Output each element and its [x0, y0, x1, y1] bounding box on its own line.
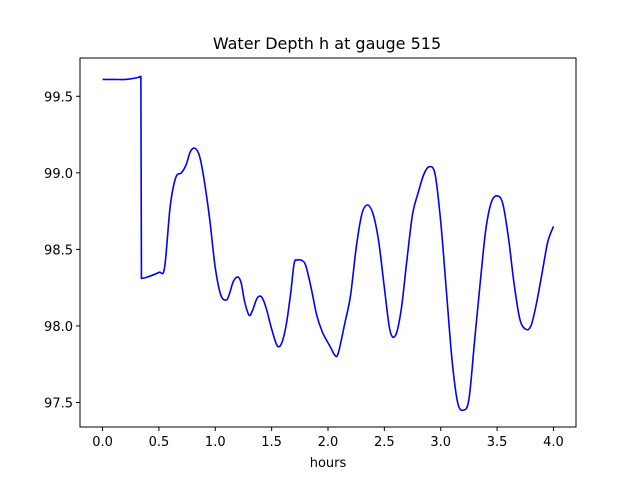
x-tick-label: 3.0: [430, 435, 451, 450]
x-tick-label: 1.5: [261, 435, 282, 450]
x-tick-label: 2.0: [318, 435, 339, 450]
x-axis-label: hours: [310, 456, 347, 471]
x-tick-label: 0.0: [92, 435, 113, 450]
series-layer: [102, 75, 555, 412]
y-tick-label: 99.5: [44, 90, 73, 105]
x-tick-label: 0.5: [149, 435, 170, 450]
chart-title: Water Depth h at gauge 515: [213, 34, 441, 53]
x-tick-label: 1.0: [205, 435, 226, 450]
plot-frame: [79, 57, 577, 428]
y-tick-label: 98.5: [44, 243, 73, 258]
y-tick-label: 98.0: [44, 320, 73, 335]
x-tick-label: 4.0: [543, 435, 564, 450]
x-tick-label: 2.5: [374, 435, 395, 450]
y-tick-label: 97.5: [44, 397, 73, 412]
y-axis: 97.5 98.0 98.5 99.0 99.5: [44, 90, 80, 412]
y-tick-label: 99.0: [44, 167, 73, 182]
x-tick-label: 3.5: [487, 435, 508, 450]
series-line-0: [102, 75, 555, 412]
x-axis: 0.0 0.5 1.0 1.5 2.0 2.5 3.0 3.5 4.0: [92, 427, 564, 450]
